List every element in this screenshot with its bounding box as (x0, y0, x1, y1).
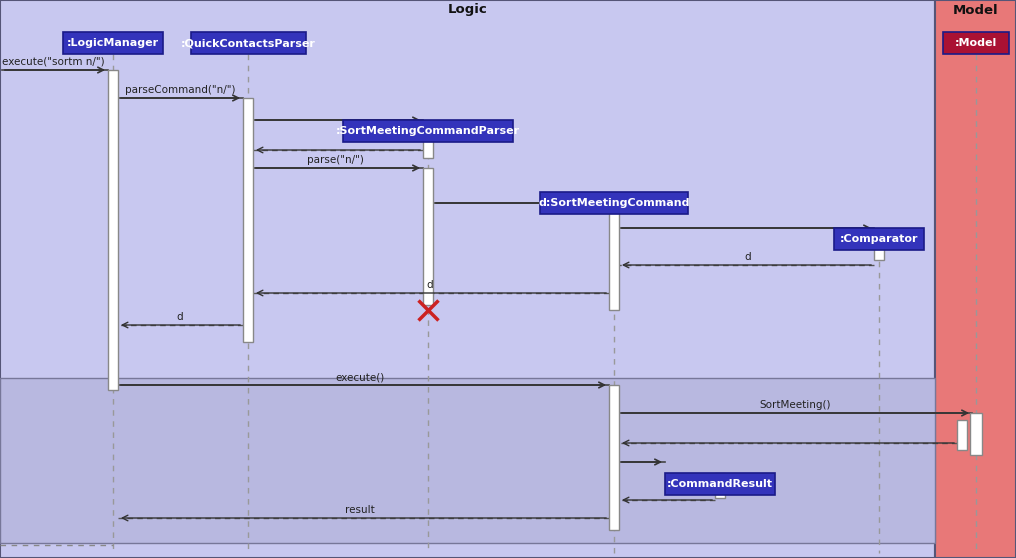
Bar (874, 239, 884, 260)
Text: :QuickContactsParser: :QuickContactsParser (181, 38, 315, 48)
Text: Logic: Logic (448, 3, 488, 17)
Text: Model: Model (953, 3, 999, 17)
Text: execute(): execute() (335, 372, 385, 382)
Text: d: d (427, 280, 433, 290)
Bar (957, 420, 967, 450)
Bar (935, 0, 1016, 558)
Bar (423, 168, 433, 305)
Bar (343, 120, 513, 142)
Text: :CommandResult: :CommandResult (666, 479, 773, 489)
Text: result: result (345, 505, 375, 515)
Text: :SortMeetingCommandParser: :SortMeetingCommandParser (336, 126, 520, 136)
Text: d: d (177, 312, 183, 322)
Bar (423, 131, 433, 158)
Text: parse("n/"): parse("n/") (307, 155, 364, 165)
Text: :Comparator: :Comparator (840, 234, 918, 244)
Text: execute("sortm n/"): execute("sortm n/") (2, 57, 105, 67)
Text: :Model: :Model (955, 38, 997, 48)
Bar (0, 378, 935, 543)
Text: parseCommand("n/"): parseCommand("n/") (125, 85, 236, 95)
Bar (943, 32, 1009, 54)
Bar (609, 203, 619, 310)
Bar (243, 98, 253, 342)
Text: d: d (745, 252, 751, 262)
Bar (609, 385, 619, 530)
Bar (191, 32, 306, 54)
Bar (715, 473, 725, 498)
Bar (539, 192, 688, 214)
Text: d:SortMeetingCommand: d:SortMeetingCommand (538, 198, 690, 208)
Text: SortMeeting(): SortMeeting() (759, 400, 831, 410)
Bar (834, 228, 924, 250)
Bar (108, 70, 118, 390)
Text: :LogicManager: :LogicManager (67, 38, 160, 48)
Bar (970, 413, 982, 455)
Bar (665, 473, 775, 495)
Bar (63, 32, 163, 54)
